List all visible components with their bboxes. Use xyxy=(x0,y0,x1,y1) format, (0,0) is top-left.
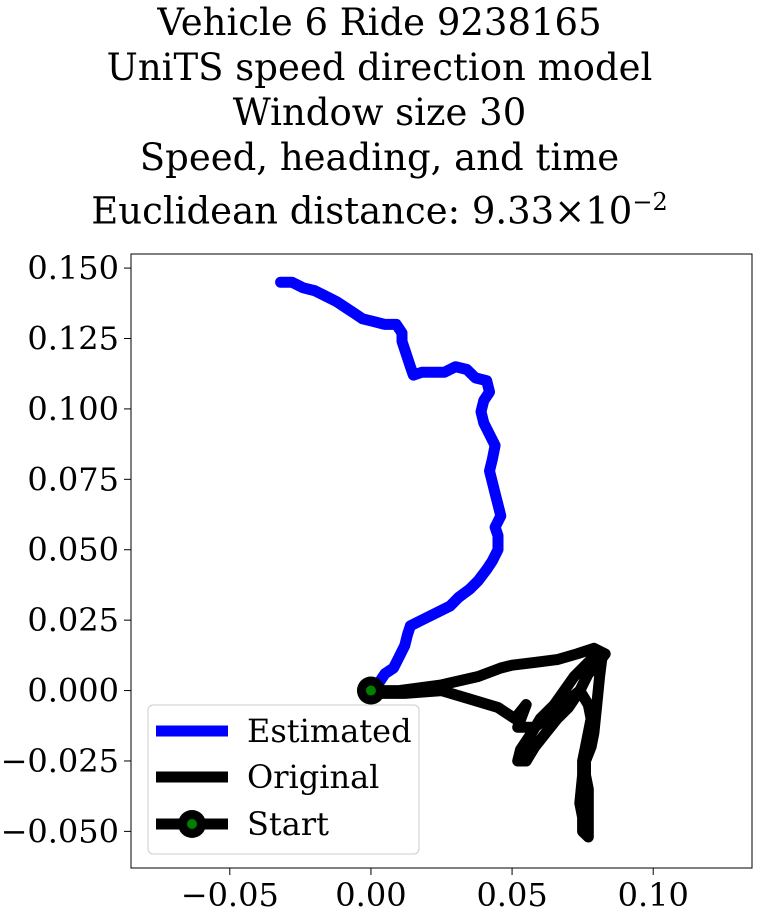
chart-title: Vehicle 6 Ride 9238165 UniTS speed direc… xyxy=(0,0,759,233)
axes-frame xyxy=(130,253,753,869)
y-tick-label: 0.000 xyxy=(27,672,119,710)
axes: −0.05 0.00 0.05 0.10 −0.050 −0.025 0.000 0.025 0… xyxy=(1,249,753,914)
series-line-original xyxy=(365,642,611,843)
title-metric-base: 10 xyxy=(585,189,633,233)
x-tick-label: 0.05 xyxy=(476,876,547,914)
y-tick-label: −0.050 xyxy=(1,812,119,850)
legend-label-estimated: Estimated xyxy=(247,712,412,750)
title-line-4: Speed, heading, and time xyxy=(139,136,620,179)
y-tick-label: 0.075 xyxy=(27,460,119,498)
title-metric-times: × xyxy=(554,189,586,233)
legend-box xyxy=(147,704,420,855)
x-tick-label: 0.10 xyxy=(618,876,689,914)
y-tick-label: 0.100 xyxy=(27,390,119,428)
legend-label-start: Start xyxy=(247,805,329,843)
start-marker-inner xyxy=(365,685,376,696)
legend: Estimated Original Start xyxy=(147,704,420,855)
y-tick-label: 0.150 xyxy=(27,249,119,287)
series-line-estimated xyxy=(275,276,507,697)
title-line-1: Vehicle 6 Ride 9238165 xyxy=(157,1,602,44)
x-tick-label: 0.00 xyxy=(335,876,406,914)
y-tick-label: 0.050 xyxy=(27,531,119,569)
title-metric-exponent: −2 xyxy=(632,188,668,216)
y-tick-label: −0.025 xyxy=(1,742,119,780)
title-line-3: Window size 30 xyxy=(232,91,527,134)
y-tick-label: 0.025 xyxy=(27,601,119,639)
series-group xyxy=(275,276,611,843)
x-tick-label: −0.05 xyxy=(181,876,279,914)
title-metric-mantissa: 9.33 xyxy=(471,189,555,233)
legend-start-marker-inner xyxy=(187,819,197,829)
title-metric-label: Euclidean distance: xyxy=(91,189,472,233)
y-tick-label: 0.125 xyxy=(27,319,119,357)
plot-area xyxy=(275,276,611,843)
legend-label-original: Original xyxy=(247,758,379,796)
title-line-5: Euclidean distance: 9.33×10−2 xyxy=(0,180,759,233)
title-line-2: UniTS speed direction model xyxy=(106,46,653,89)
